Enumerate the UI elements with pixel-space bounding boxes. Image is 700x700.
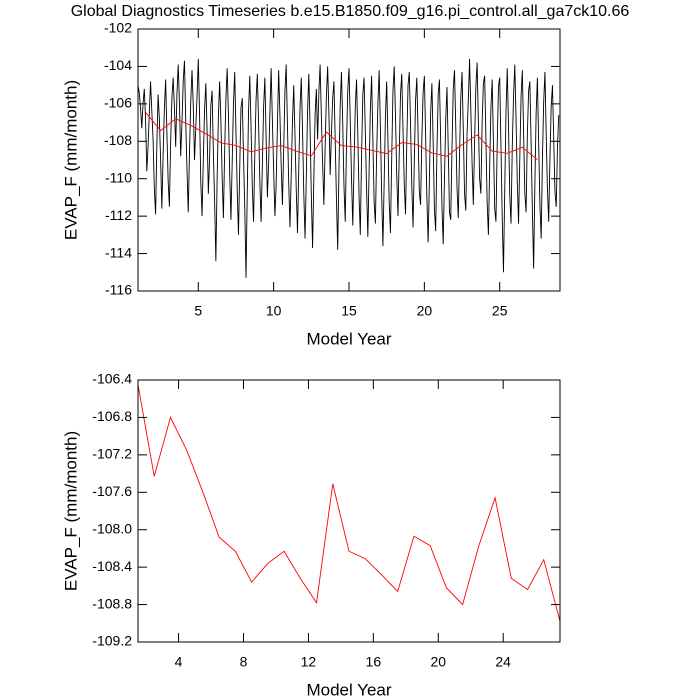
x-tick-label: 8 <box>240 654 248 670</box>
y-tick-label: -108.0 <box>92 520 132 536</box>
plot-frame <box>137 379 561 643</box>
data-line <box>145 111 538 160</box>
chart-title: Global Diagnostics Timeseries b.e15.B185… <box>71 3 630 20</box>
y-axis-label: EVAP_F (mm/month) <box>61 80 80 240</box>
y-tick-label: -116 <box>105 282 132 298</box>
y-tick-label: -110 <box>105 169 132 185</box>
y-tick-label: -102 <box>104 20 132 36</box>
x-tick-label: 10 <box>266 303 282 319</box>
y-tick-label: -107.2 <box>92 446 132 462</box>
y-tick-label: -106 <box>104 95 132 111</box>
y-tick-label: -114 <box>105 244 132 260</box>
y-axis-label: EVAP_F (mm/month) <box>61 431 80 591</box>
y-tick-label: -106.4 <box>92 371 132 387</box>
y-tick-label: -108 <box>104 132 132 148</box>
x-tick-label: 5 <box>194 303 202 319</box>
y-tick-label: -112 <box>105 207 132 223</box>
data-line <box>137 58 560 278</box>
x-tick-label: 20 <box>417 303 433 319</box>
x-tick-label: 24 <box>495 654 511 670</box>
x-axis-label: Model Year <box>306 680 391 699</box>
x-tick-label: 12 <box>301 654 317 670</box>
x-tick-label: 4 <box>175 654 183 670</box>
y-tick-label: -106.8 <box>92 408 132 424</box>
y-tick-label: -104 <box>104 57 132 73</box>
y-tick-label: -107.6 <box>92 483 132 499</box>
x-tick-label: 16 <box>366 654 382 670</box>
y-tick-label: -108.8 <box>92 595 132 611</box>
data-line <box>137 384 561 622</box>
y-tick-label: -109.2 <box>92 633 132 649</box>
y-tick-label: -108.4 <box>92 558 132 574</box>
x-tick-label: 20 <box>430 654 446 670</box>
x-tick-label: 25 <box>492 303 508 319</box>
x-tick-label: 15 <box>341 303 357 319</box>
x-axis-label: Model Year <box>306 329 391 348</box>
